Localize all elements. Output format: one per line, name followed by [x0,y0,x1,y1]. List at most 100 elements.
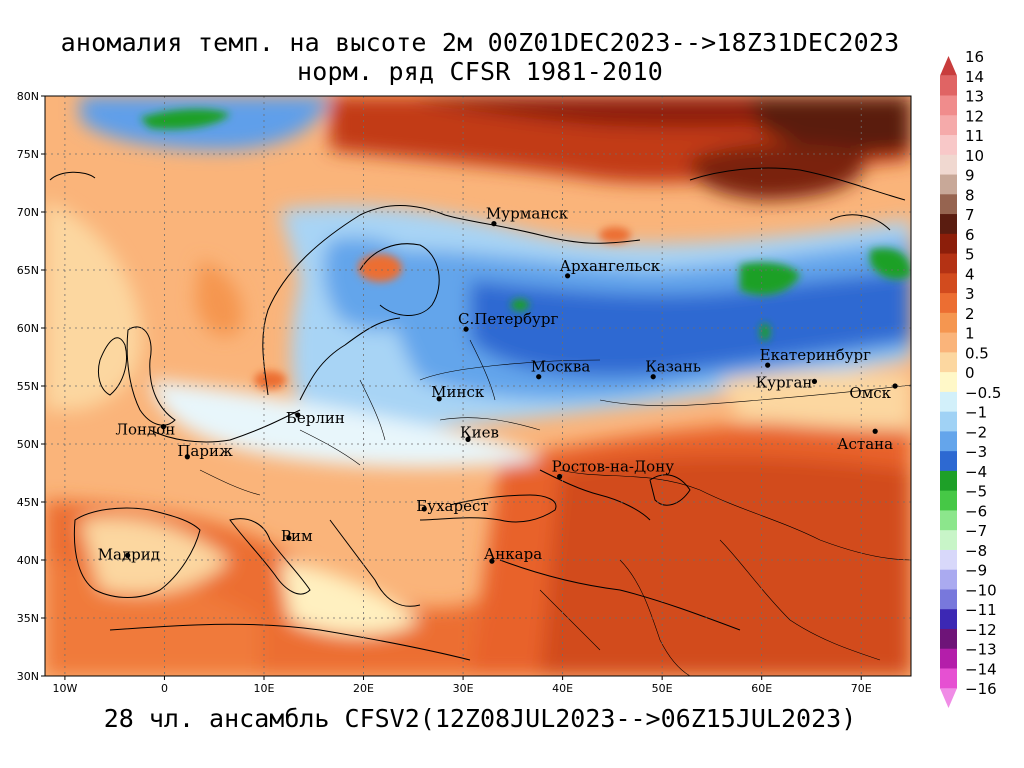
city-label: Киев [460,423,499,441]
city-marker [564,273,571,279]
legend-swatch [940,115,957,136]
anomaly-field [45,96,911,676]
legend-swatch [940,391,957,413]
coastline-outlines [49,167,906,661]
city-marker [892,383,898,389]
city-marker [872,428,878,434]
legend-label: 14 [965,68,984,86]
city-labels: Мурманск Архангельск С.Петербург Москва Каза… [98,205,898,564]
legend-swatch [940,56,957,76]
legend-label: 3 [965,285,975,303]
legend-label: 5 [965,246,975,264]
lat-tick-label: 60N [17,322,39,335]
city-label: Рим [281,527,313,545]
legend-swatch [940,372,957,393]
legend-swatch [940,135,957,156]
city-label: Берлин [286,409,345,427]
legend-swatch [940,95,957,116]
lat-tick-label: 50N [17,438,39,451]
legend-swatch [940,352,957,373]
legend-label: −14 [965,660,997,678]
legend-label: −5 [965,483,987,501]
lat-tick-label: 55N [17,380,39,393]
legend-label: −10 [965,581,997,599]
city-marker [650,374,656,380]
lon-tick-label: 40E [552,682,573,695]
legend-label: 2 [965,305,975,323]
legend-swatch [940,273,957,294]
city-label: Казань [645,358,701,376]
legend-label: 4 [965,265,975,283]
city-label: Москва [531,358,591,376]
city-label: Бухарест [416,497,488,515]
map-footer: 28 чл. ансамбль CFSV2(12Z08JUL2023-->06Z… [103,704,857,733]
city-label: Лондон [115,421,175,439]
legend-label: −13 [965,641,997,659]
city-label: Мурманск [486,205,569,223]
lat-tick-label: 65N [17,264,39,277]
city-marker [286,535,292,541]
legend-swatch [940,648,957,669]
lat-tick-label: 40N [17,554,39,567]
city-marker [160,424,167,430]
legend-swatch [940,431,957,452]
city-marker [765,362,771,368]
city-label: С.Петербург [458,310,558,328]
legend-swatch [940,609,957,630]
legend-label: 7 [965,206,975,224]
legend-swatch [940,214,957,235]
legend-swatch [940,589,957,610]
legend-swatch [940,569,957,590]
city-marker [125,552,131,558]
legend-swatch [940,470,957,492]
legend-label: 0.5 [965,344,989,362]
lon-tick-label: 50E [652,682,673,695]
city-label: Екатеринбург [760,346,871,364]
city-marker [421,506,427,512]
legend-swatch [940,530,957,551]
lon-tick-label: 0 [161,682,168,695]
city-label: Астана [837,435,893,453]
grid-lines [45,96,911,676]
city-label: Минск [431,383,485,401]
city-label: Париж [177,442,233,460]
city-marker [463,326,469,332]
legend-swatch [940,233,957,255]
legend-label: −11 [965,601,997,619]
legend-label: 10 [965,147,984,165]
legend-label: −6 [965,502,987,520]
lon-tick-label: 10E [254,682,275,695]
legend-swatch [940,312,957,334]
legend-swatch [940,194,957,215]
lat-tick-label: 75N [17,148,39,161]
map-title-line-2: норм. ряд CFSR 1981-2010 [296,57,664,86]
legend-label: 12 [965,107,984,125]
legend-label: 9 [965,167,975,185]
lon-tick-label: 20E [353,682,374,695]
legend-swatch [940,668,957,689]
city-marker [465,436,471,442]
city-marker [491,221,497,227]
legend-label: −9 [965,562,987,580]
legend-label: −0.5 [965,384,1001,402]
legend-label: −2 [965,423,987,441]
lon-tick-label: 70E [851,682,872,695]
legend-label: 6 [965,226,975,244]
legend-label: 16 [965,48,984,66]
city-label: Мадрид [98,545,160,563]
city-marker [295,412,301,418]
city-label: Архангельск [560,257,661,275]
lon-tick-label: 30E [453,682,474,695]
legend-label: 13 [965,88,984,106]
legend-swatch [940,411,957,432]
lon-tick-label: 60E [751,682,772,695]
legend-swatch [940,253,957,274]
legend-swatch [940,628,957,650]
legend-swatch [940,174,957,195]
legend-swatch [940,688,957,708]
city-marker [184,454,190,460]
legend-label: −1 [965,404,987,422]
city-label: Анкара [484,545,542,563]
